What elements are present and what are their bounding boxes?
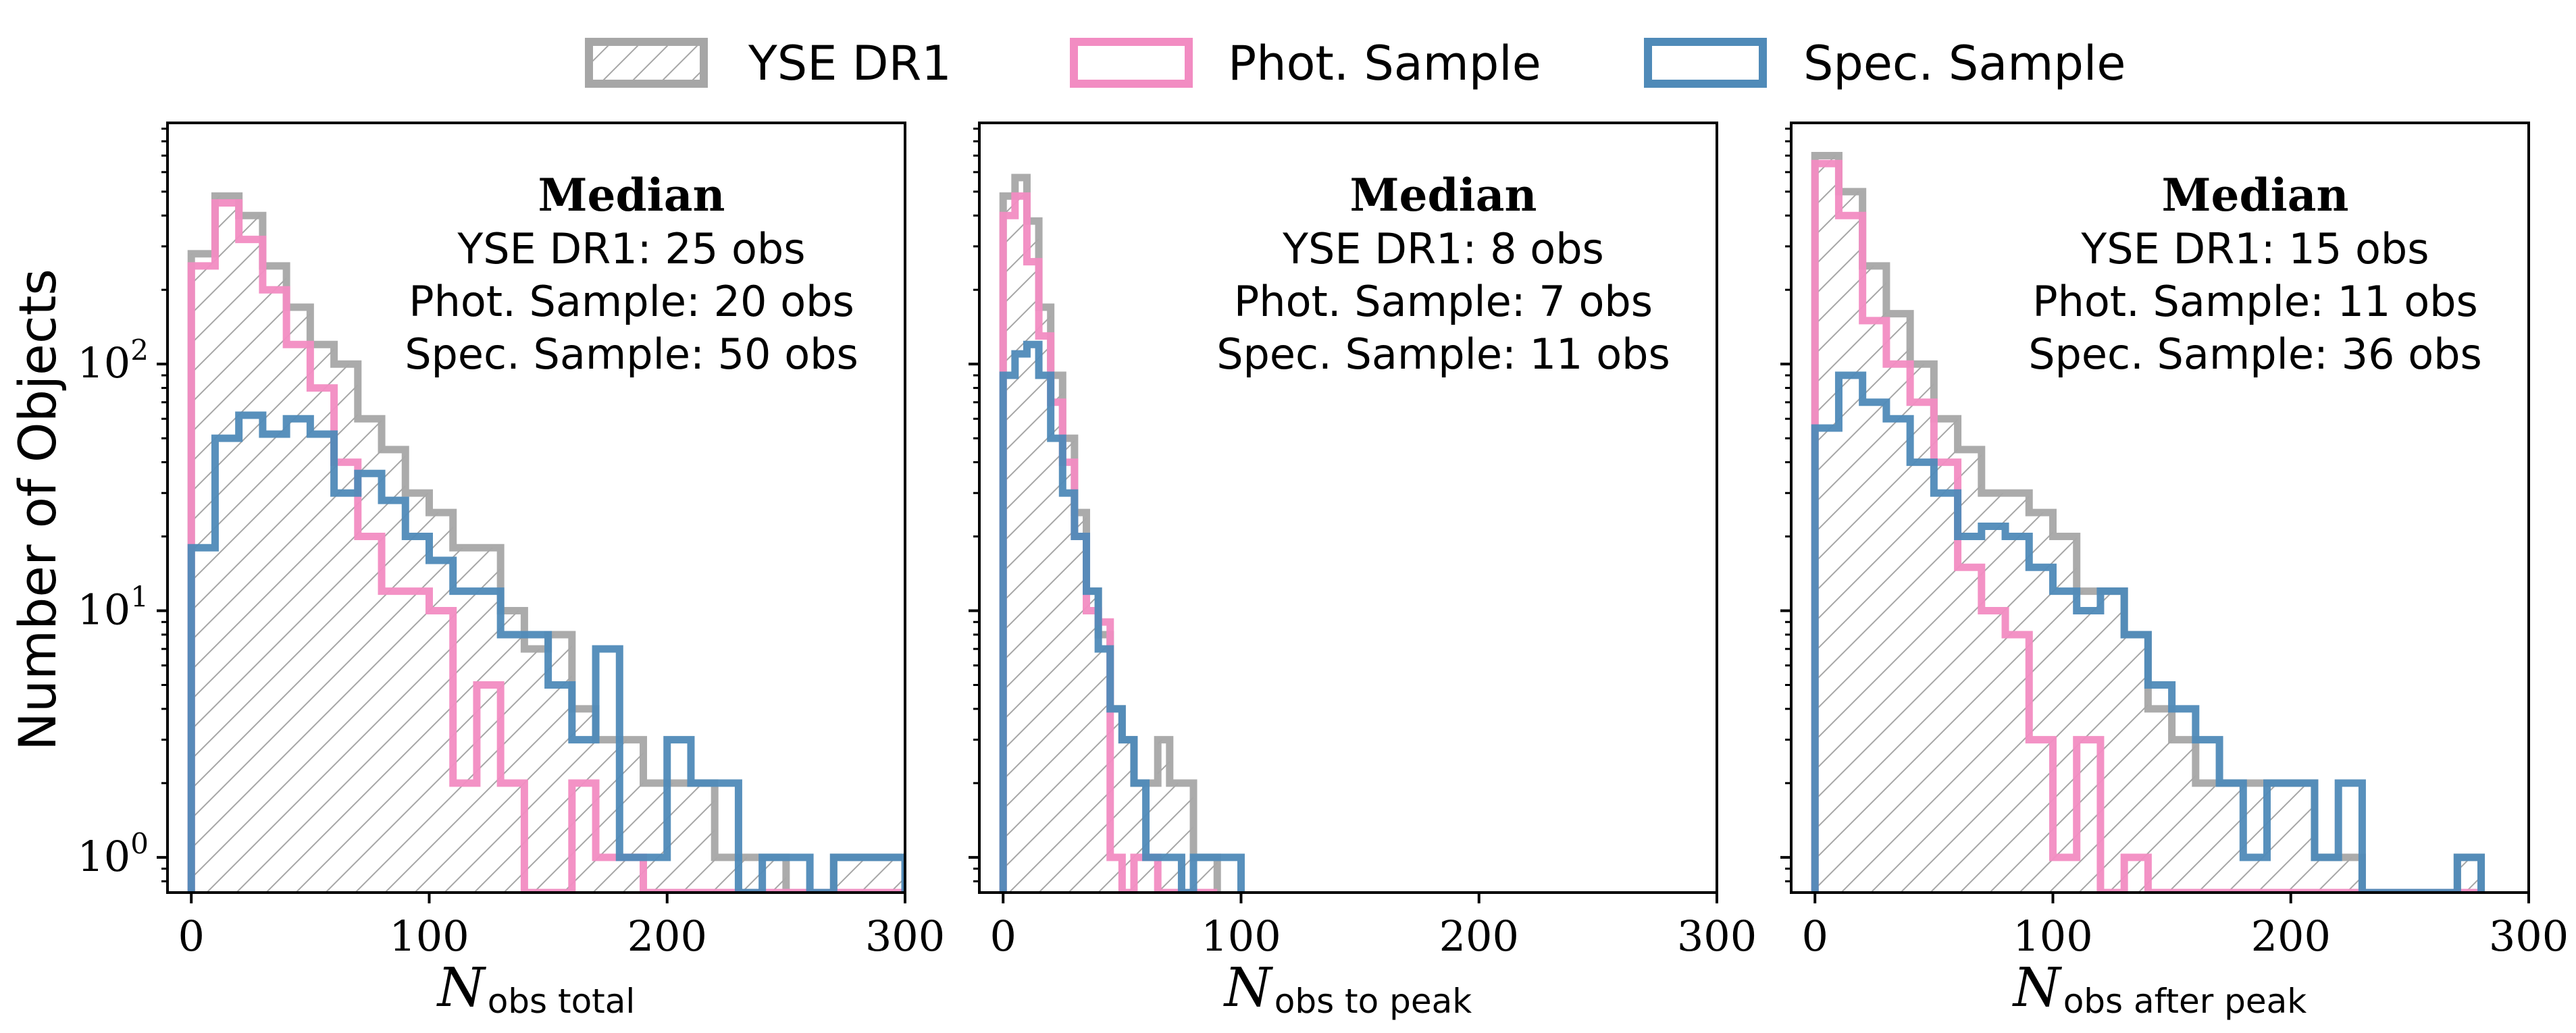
legend-label-phot: Phot. Sample [1228,36,1541,91]
y-tick-label: 100 [77,827,149,881]
legend-swatch-phot [1070,38,1193,88]
x-tick-label: 0 [178,911,204,961]
x-tick-label: 300 [865,911,945,961]
annotation-line-spec: Spec. Sample: 36 obs [2028,329,2482,379]
panel-total: 0 100 200 300 100 101 102 Median YSE DR1: 25 o… [77,122,945,1021]
series-phot-step [1811,159,2481,893]
x-tick-label: 300 [1677,911,1757,961]
series-spec-step [187,411,905,893]
y-axis-label: Number of Objects [7,269,68,751]
x-axis-label-sub: obs after peak [2063,982,2307,1021]
x-axis-label-total: Nobs total [436,956,636,1021]
panel-to-peak-plot [999,174,1245,893]
y-tick-label: 102 [77,334,149,388]
x-tick-label: 100 [1201,911,1281,961]
panel-total-plot [187,192,905,893]
series-phot-step [187,199,905,893]
panel-total-frame [166,122,906,894]
annotation-line-phot: Phot. Sample: 7 obs [1234,277,1653,326]
series-yse-fill [1003,178,1218,893]
panel-after-peak-annotation: Median YSE DR1: 15 obs Phot. Sample: 11 … [2028,169,2482,379]
series-yse-fill [1815,155,2481,893]
x-tick-label: 100 [2013,911,2092,961]
x-tick-label: 200 [627,911,707,961]
panel-after-peak-plot [1811,151,2485,893]
legend-entry-spec: Spec. Sample [1644,36,2126,91]
panel-after-peak: 0 100 200 300 Median YSE DR1: 15 obs Phot. … [1780,122,2569,1021]
annotation-line-phot: Phot. Sample: 11 obs [2032,277,2478,326]
panel-after-peak-ticks: 0 100 200 300 [1780,128,2569,961]
x-axis-label-after-peak: Nobs after peak [2012,956,2307,1021]
panel-total-ticks: 0 100 200 300 100 101 102 [77,128,945,961]
panel-to-peak-annotation: Median YSE DR1: 8 obs Phot. Sample: 7 ob… [1216,169,1670,379]
annotation-title: Median [1349,169,1537,221]
series-yse-fill [191,196,905,893]
annotation-title: Median [538,169,725,221]
annotation-line-yse: YSE DR1: 15 obs [2080,224,2429,273]
panel-after-peak-frame [1790,122,2530,894]
legend-swatch-yse [585,38,708,88]
x-tick-label: 300 [2489,911,2569,961]
panel-to-peak-ticks: 0 100 200 300 [969,128,1757,961]
x-axis-label-main: N [436,956,487,1019]
x-tick-label: 200 [1439,911,1519,961]
series-spec-step [1811,371,2485,893]
legend-label-yse: YSE DR1 [748,36,952,91]
annotation-line-spec: Spec. Sample: 11 obs [1216,329,1670,379]
series-phot-step [999,192,1218,893]
x-axis-label-sub: obs to peak [1274,982,1472,1021]
legend-entry-phot: Phot. Sample [1070,36,1541,91]
panel-total-annotation: Median YSE DR1: 25 obs Phot. Sample: 20 … [405,169,858,379]
x-tick-label: 200 [2251,911,2331,961]
x-tick-label: 100 [389,911,469,961]
annotation-title: Median [2161,169,2348,221]
legend-entry-yse: YSE DR1 [585,36,952,91]
x-axis-label-main: N [2012,956,2063,1019]
x-axis-label-sub: obs total [488,982,636,1021]
panel-to-peak: 0 100 200 300 Median YSE DR1: 8 obs Phot. S… [969,122,1757,1021]
x-tick-label: 0 [989,911,1016,961]
panel-to-peak-frame [978,122,1718,894]
x-axis-label-to-peak: Nobs to peak [1223,956,1472,1021]
legend-label-spec: Spec. Sample [1803,36,2126,91]
x-axis-label-main: N [1223,956,1274,1019]
x-tick-label: 0 [1801,911,1828,961]
annotation-line-phot: Phot. Sample: 20 obs [409,277,854,326]
annotation-line-spec: Spec. Sample: 50 obs [405,329,858,379]
annotation-line-yse: YSE DR1: 8 obs [1282,224,1604,273]
y-tick-label: 101 [77,581,149,635]
series-spec-step [999,340,1245,893]
annotation-line-yse: YSE DR1: 25 obs [457,224,805,273]
legend: YSE DR1 Phot. Sample Spec. Sample [585,36,2126,91]
legend-swatch-spec [1644,38,1767,88]
